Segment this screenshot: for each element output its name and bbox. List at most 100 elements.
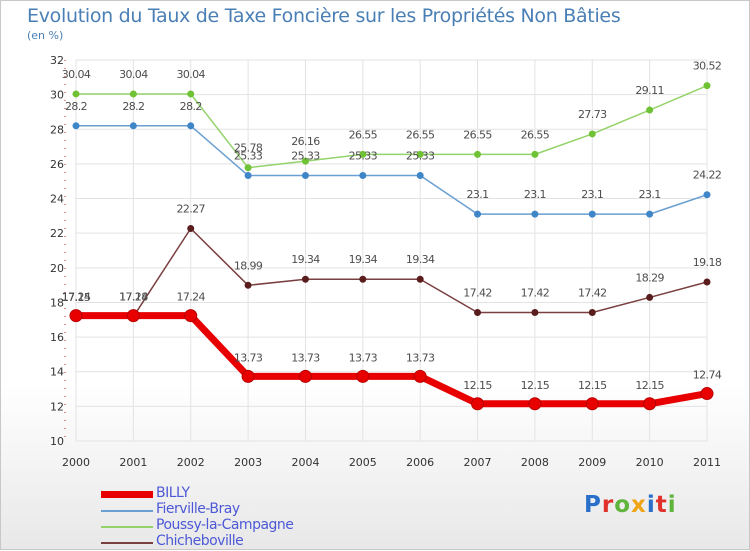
data-point <box>528 397 542 411</box>
legend-label: Poussy-la-Campagne <box>156 517 294 533</box>
data-label: 28.2 <box>180 100 202 113</box>
y-tick-label: 14 <box>50 366 64 379</box>
data-label: 26.16 <box>291 135 320 148</box>
data-label: 12.15 <box>463 379 492 392</box>
data-label: 25.33 <box>406 150 435 163</box>
data-point <box>187 225 195 233</box>
data-label: 26.55 <box>349 128 378 141</box>
data-label: 17.24 <box>62 291 91 304</box>
x-tick-label: 2008 <box>521 456 549 469</box>
data-point <box>301 172 309 180</box>
data-point <box>301 275 309 283</box>
data-label: 30.04 <box>119 68 148 81</box>
data-label: 30.04 <box>62 68 91 81</box>
logo-letter: t <box>655 492 668 518</box>
data-point <box>643 397 657 411</box>
y-tick-label: 10 <box>50 435 64 448</box>
x-tick-label: 2003 <box>234 456 262 469</box>
series-line <box>75 227 708 318</box>
data-label: 26.55 <box>521 128 550 141</box>
data-point <box>416 172 424 180</box>
x-tick-label: 2001 <box>119 456 147 469</box>
data-point <box>184 309 198 323</box>
series-poussy-la-campagne <box>72 82 711 172</box>
data-label: 23.1 <box>581 188 603 201</box>
data-label: 25.78 <box>234 142 263 155</box>
series-billy <box>69 309 714 411</box>
data-point <box>474 308 482 316</box>
data-point <box>359 275 367 283</box>
logo-letter: i <box>667 492 677 518</box>
y-tick-label: 32 <box>50 54 64 67</box>
data-point <box>703 191 711 199</box>
data-label: 24.22 <box>693 169 722 182</box>
chart-title: Evolution du Taux de Taxe Foncière sur l… <box>27 5 621 27</box>
chart-subtitle: (en %) <box>27 29 64 42</box>
legend-swatch <box>101 510 153 512</box>
data-point <box>359 150 367 158</box>
data-label: 17.42 <box>521 286 550 299</box>
data-label: 23.1 <box>524 188 546 201</box>
data-point <box>72 122 80 130</box>
data-point <box>187 122 195 130</box>
legend-swatch <box>101 542 153 544</box>
data-label: 23.1 <box>466 188 488 201</box>
series-line <box>76 312 708 408</box>
data-labels: 28.2 28.2 28.2 25.33 25.33 25.33 25.33 23.1 23.1… <box>65 100 722 201</box>
x-tick-label: 2009 <box>578 456 606 469</box>
series-fierville-bray <box>72 122 711 218</box>
data-label: 25.33 <box>291 150 320 163</box>
logo-letter: r <box>601 492 615 518</box>
legend-swatch <box>101 526 153 528</box>
data-label: 17.42 <box>578 286 607 299</box>
data-point <box>588 210 596 218</box>
data-point <box>359 172 367 180</box>
series-line <box>76 125 708 215</box>
data-point <box>416 275 424 283</box>
data-labels: 17.24 17.24 17.24 13.73 13.73 13.73 13.73 12.15… <box>62 291 723 392</box>
y-tick-label: 20 <box>50 262 64 275</box>
data-point <box>129 122 137 130</box>
data-point <box>703 278 711 286</box>
data-point <box>646 210 654 218</box>
data-label: 17.18 <box>119 291 148 304</box>
logo-letter: P <box>584 492 602 518</box>
x-tick-label: 2000 <box>62 456 90 469</box>
data-point <box>244 172 252 180</box>
data-label: 19.34 <box>406 253 435 266</box>
data-label: 28.2 <box>65 100 87 113</box>
data-label: 25.33 <box>234 150 263 163</box>
data-label: 17.24 <box>119 291 148 304</box>
data-label: 22.27 <box>176 203 205 216</box>
data-point <box>531 150 539 158</box>
gridlines <box>75 59 708 442</box>
data-label: 13.73 <box>349 351 378 364</box>
legend-label: Fierville-Bray <box>156 501 240 517</box>
y-tick-label: 24 <box>50 193 64 206</box>
data-point <box>298 369 312 383</box>
data-point <box>474 150 482 158</box>
data-point <box>244 164 252 172</box>
data-label: 19.34 <box>349 253 378 266</box>
data-label: 12.74 <box>693 369 722 382</box>
x-tick-label: 2010 <box>636 456 664 469</box>
data-point <box>126 309 140 323</box>
data-point <box>416 150 424 158</box>
data-point <box>585 397 599 411</box>
data-label: 27.73 <box>578 108 607 121</box>
data-label: 13.73 <box>234 351 263 364</box>
x-tick-label: 2004 <box>291 456 319 469</box>
data-point <box>700 387 714 401</box>
data-label: 17.24 <box>176 291 205 304</box>
x-tick-label: 2006 <box>406 456 434 469</box>
x-tick-label: 2002 <box>177 456 205 469</box>
data-point <box>531 210 539 218</box>
data-label: 17.42 <box>463 286 492 299</box>
x-tick-label: 2005 <box>349 456 377 469</box>
legend-swatch <box>101 491 153 498</box>
proxiti-logo: Proxiti <box>584 492 677 518</box>
logo-letter: o <box>614 492 632 518</box>
data-label: 25.33 <box>349 150 378 163</box>
data-point <box>241 369 255 383</box>
